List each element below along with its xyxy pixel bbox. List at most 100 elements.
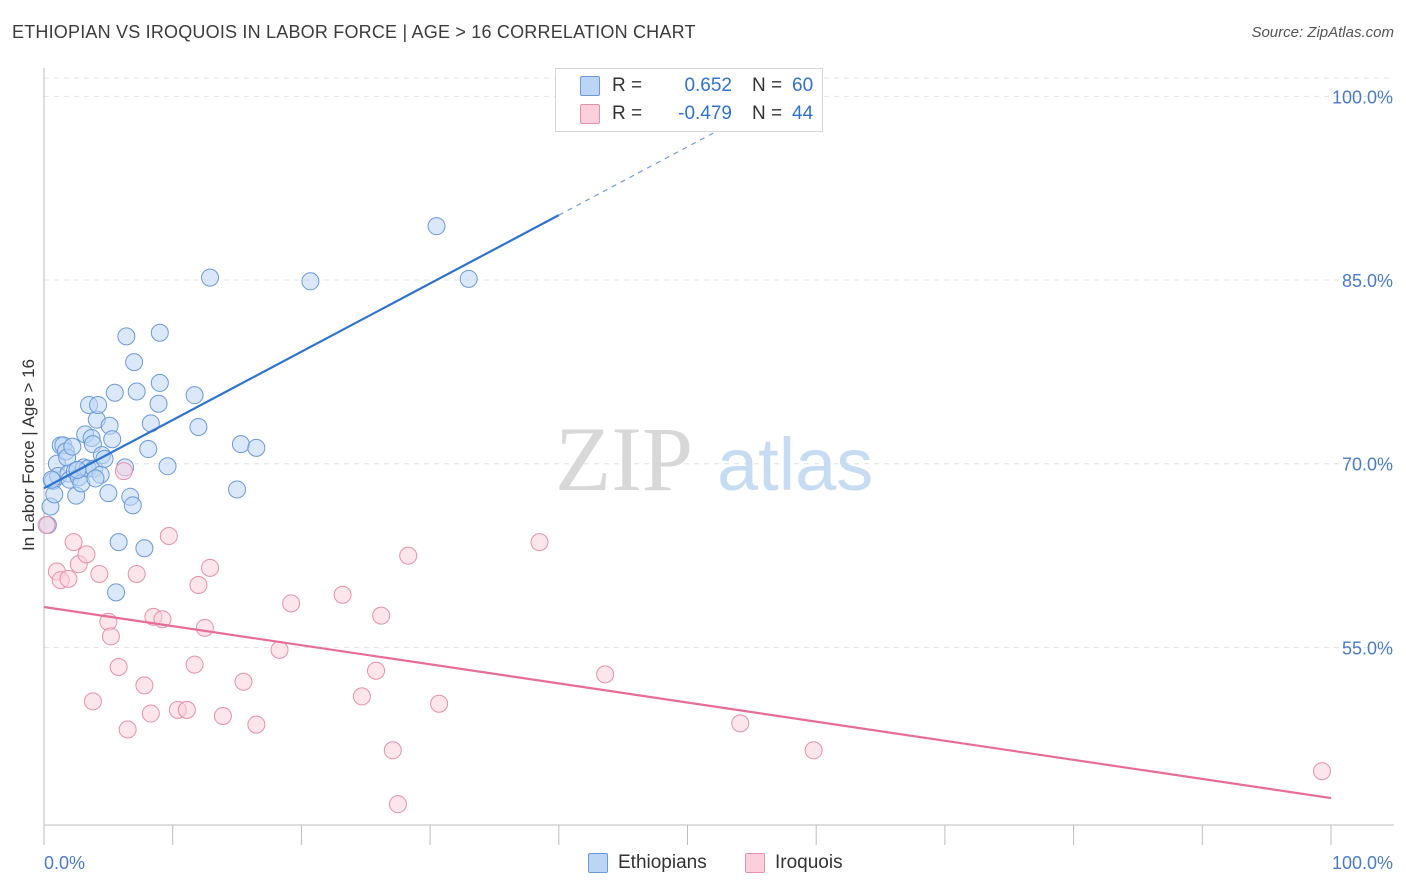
data-point [1312,762,1331,781]
n-value-ethiopians: 60 [792,75,814,96]
data-point [388,795,407,814]
r-value-ethiopians: 0.652 [684,75,732,96]
data-point [383,741,402,760]
data-point [150,373,169,392]
legend-swatch-iroquois [745,853,765,873]
data-point [141,704,160,723]
data-point [105,383,124,402]
data-point [201,558,220,577]
chart-source: Source: ZipAtlas.com [1251,24,1394,41]
legend-item-iroquois[interactable]: Iroquois [745,852,843,874]
n-value-iroquois: 44 [792,103,814,124]
data-point [114,462,133,481]
r-value-iroquois: -0.479 [678,103,732,124]
data-point [185,655,204,674]
data-point [201,268,220,287]
data-point [158,457,177,476]
data-point [101,627,120,646]
data-point [109,658,128,677]
data-point [107,583,126,602]
data-point [804,741,823,760]
data-point [77,545,96,564]
data-point [430,694,449,713]
data-point [127,564,146,583]
data-point [118,720,137,739]
watermark-zip: ZIP [555,408,693,510]
r-label: R = [612,75,643,96]
data-point [213,707,232,726]
data-point [427,217,446,236]
data-point [86,469,105,488]
legend-item-ethiopians[interactable]: Ethiopians [588,852,707,874]
data-point [247,438,266,457]
data-point [64,533,83,552]
legend-label-ethiopians: Ethiopians [618,852,707,873]
r-label: R = [612,103,643,124]
data-point [228,480,247,499]
trend-lines [43,132,1332,800]
data-point [139,440,158,459]
stats-row-iroquois: R = -0.479 N = 44 [580,102,813,126]
y-axis-label: In Labor Force | Age > 16 [19,359,38,551]
data-point [45,485,64,504]
data-point [372,606,391,625]
stats-swatch-ethiopians [580,76,600,96]
y-tick-label: 85.0% [1342,271,1393,291]
data-point [90,564,109,583]
watermark-atlas: atlas [717,423,873,506]
series-iroquois [37,462,1331,814]
data-point [99,484,118,503]
data-point [83,692,102,711]
data-point [301,272,320,291]
data-point [103,430,122,449]
data-point [367,661,386,680]
data-point [185,386,204,405]
axes [43,68,1394,845]
data-point [247,715,266,734]
data-point [117,327,136,346]
n-label: N = [752,103,783,124]
data-point [123,496,142,515]
x-tick-label: 0.0% [44,853,85,873]
data-point [59,569,78,588]
data-point [42,470,61,489]
data-point [177,700,196,719]
grid-lines [44,77,1394,648]
data-point [109,533,128,552]
chart-title: ETHIOPIAN VS IROQUOIS IN LABOR FORCE | A… [12,22,696,42]
data-point [333,585,352,604]
n-label: N = [752,75,783,96]
data-point [234,672,253,691]
data-point [530,533,549,552]
y-tick-label: 100.0% [1332,87,1393,107]
data-points [37,217,1331,814]
data-point [125,353,144,372]
legend: Ethiopians Iroquois [0,852,1406,878]
data-point [89,395,108,414]
trend-line [43,214,560,490]
data-point [459,269,478,288]
data-point [189,575,208,594]
data-point [282,594,301,613]
data-point [596,665,615,684]
data-point [135,539,154,558]
stats-swatch-iroquois [580,104,600,124]
legend-label-iroquois: Iroquois [775,852,843,873]
data-point [127,382,146,401]
correlation-stats-box: R = 0.652 N = 60 R = -0.479 N = 44 [555,68,823,132]
y-tick-label: 70.0% [1342,455,1393,475]
series-ethiopians [38,217,478,602]
data-point [63,437,82,456]
data-point [352,687,371,706]
data-point [159,526,178,545]
data-point [731,714,750,733]
x-tick-label: 100.0% [1332,853,1393,873]
stats-row-ethiopians: R = 0.652 N = 60 [580,74,813,98]
trend-line-extension [558,132,714,216]
data-point [135,676,154,695]
data-point [150,323,169,342]
data-point [37,515,56,534]
data-point [195,618,214,637]
y-tick-labels: 55.0% 70.0% 85.0% 100.0% [1332,87,1393,658]
